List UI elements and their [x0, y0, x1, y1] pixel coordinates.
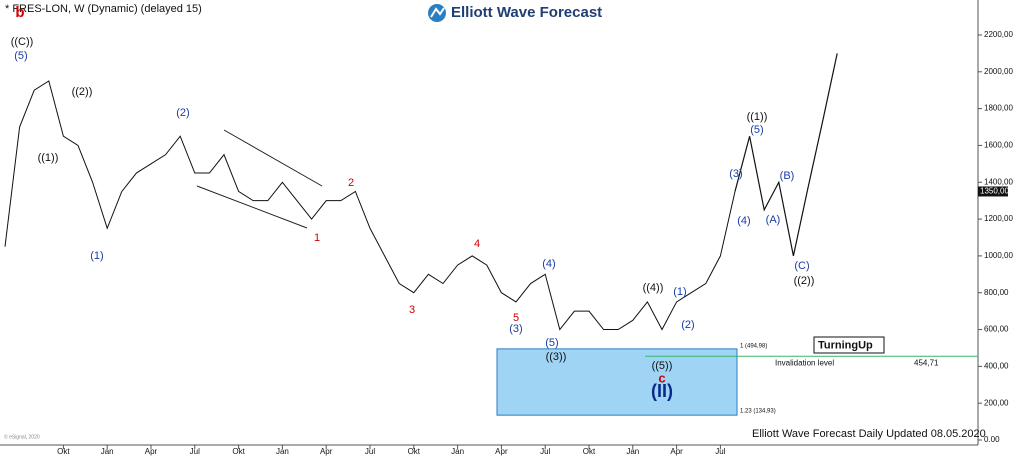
y-tick-label: 1600,00 [984, 141, 1013, 150]
wave-label: ((3)) [546, 351, 567, 363]
price-tag-label: 1350,00 [980, 187, 1009, 196]
wave-label: 5 [513, 312, 519, 324]
wave-label: ((5)) [652, 360, 673, 372]
badge-text: TurningUp [818, 339, 873, 351]
wave-label: ((1)) [38, 152, 59, 164]
price-tag [978, 186, 1008, 197]
wave-label: (B) [780, 170, 795, 182]
x-tick-label: Okt [408, 447, 421, 456]
x-tick-label: Okt [232, 447, 245, 456]
wave-label: (5) [545, 337, 558, 349]
x-tick-label: Jan [101, 447, 114, 456]
x-tick-label: Jan [626, 447, 639, 456]
y-tick-label: 200,00 [984, 398, 1009, 407]
wave-label: ((2)) [794, 275, 815, 287]
wave-label: (A) [766, 214, 781, 226]
wave-label: (5) [14, 50, 27, 62]
wave-label: b [15, 4, 24, 21]
wave-label: (2) [681, 319, 694, 331]
x-tick-label: Apr [495, 447, 508, 456]
wave-label: (4) [542, 258, 555, 270]
y-tick-label: 1400,00 [984, 177, 1013, 186]
target-zone [496, 348, 738, 416]
x-tick-label: Jan [451, 447, 464, 456]
y-tick-label: 1000,00 [984, 251, 1013, 260]
symbol-title: * FRES-LON, W (Dynamic) (delayed 15) [5, 3, 202, 15]
y-tick-label: 600,00 [984, 325, 1009, 334]
wave-label: (3) [509, 323, 522, 335]
price-line [4, 80, 736, 331]
y-tick-label: 0.00 [984, 435, 1000, 444]
x-tick-label: Jul [365, 447, 375, 456]
x-tick-label: Jul [540, 447, 550, 456]
turningup-badge: TurningUp [813, 336, 885, 354]
wave-label: 4 [474, 238, 480, 250]
wave-label: 1 [314, 232, 320, 244]
x-tick-label: Jan [276, 447, 289, 456]
badge-box [813, 336, 885, 354]
wave-label: ((4)) [643, 282, 664, 294]
y-tick-label: 800,00 [984, 288, 1009, 297]
wave-label: c [658, 370, 665, 385]
wave-label: ((C)) [11, 36, 34, 48]
logo-wave [430, 7, 445, 18]
wave-label: ((2)) [72, 86, 93, 98]
footer: Elliott Wave Forecast Daily Updated 08.0… [752, 428, 986, 440]
wave-label: (C) [794, 260, 809, 272]
wave-label: (5) [750, 124, 763, 136]
y-tick-label: 2200,00 [984, 30, 1013, 39]
x-tick-label: Okt [57, 447, 70, 456]
wedge-line [223, 129, 323, 187]
wave-label: (4) [737, 215, 750, 227]
wave-label: (1) [90, 250, 103, 262]
price-line [734, 53, 838, 257]
wave-label: 2 [348, 177, 354, 189]
wedge-line [196, 185, 308, 229]
wave-label: (II) [651, 381, 673, 401]
y-tick-label: 1200,00 [984, 214, 1013, 223]
wave-label: ((1)) [747, 111, 768, 123]
copyright: © eSignal, 2020 [4, 433, 40, 440]
y-tick-label: 1800,00 [984, 104, 1013, 113]
brand: Elliott Wave Forecast [451, 4, 602, 21]
logo: Elliott Wave Forecast [428, 4, 602, 22]
y-tick-label: 400,00 [984, 361, 1009, 370]
invalidation-value: 454,71 [914, 358, 939, 367]
x-tick-label: Jul [715, 447, 725, 456]
y-tick-label: 2000,00 [984, 67, 1013, 76]
x-tick-label: Apr [320, 447, 333, 456]
x-tick-label: Jul [190, 447, 200, 456]
wave-label: (3) [729, 168, 742, 180]
invalidation-text: Invalidation level [775, 358, 834, 367]
zone-high-label: 1 (494,98) [740, 343, 767, 349]
zone-low-label: 1.23 (134,93) [740, 409, 776, 415]
wave-label: (1) [673, 286, 686, 298]
x-tick-label: Okt [583, 447, 596, 456]
wave-label: 3 [409, 304, 415, 316]
x-tick-label: Apr [145, 447, 158, 456]
wave-label: (2) [176, 107, 189, 119]
axis-labels: 0.00 200,00 400,00 600,00 800,00 1000,00 1200,… [57, 30, 1013, 456]
logo-icon [428, 4, 446, 22]
x-tick-label: Apr [670, 447, 683, 456]
